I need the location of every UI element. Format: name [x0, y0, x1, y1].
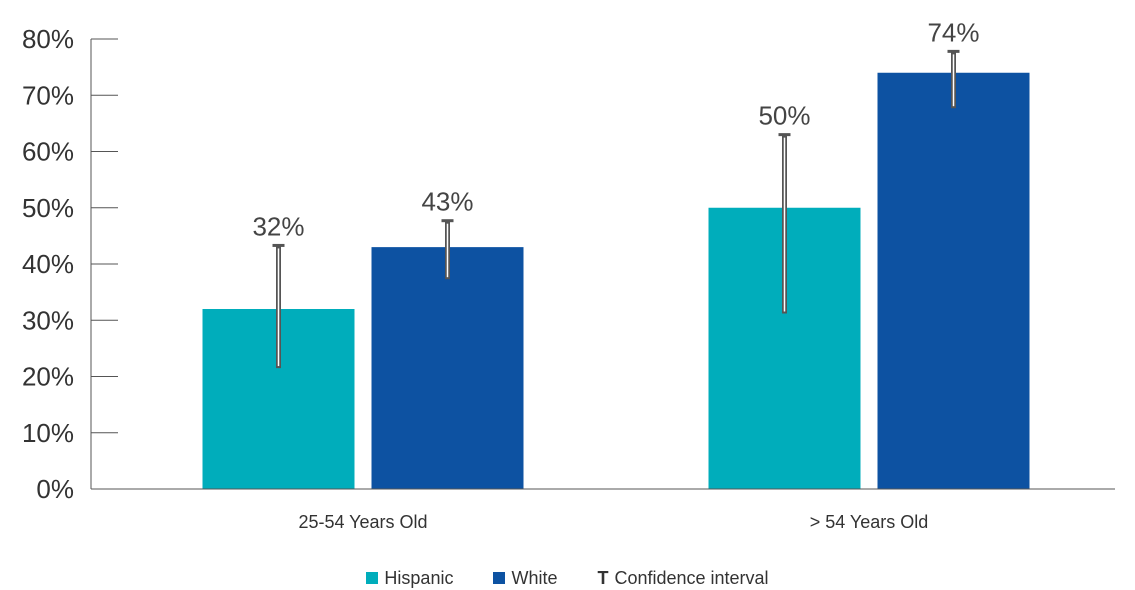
- y-tick-label: 10%: [22, 418, 74, 448]
- legend-swatch-hispanic: [366, 572, 379, 584]
- confidence-interval-hispanic-25-54-years-old: [272, 243, 285, 369]
- confidence-interval-glyph: T: [597, 567, 609, 588]
- bar-white-25-54-years-old: [371, 247, 524, 489]
- legend-item-white: White: [493, 568, 557, 589]
- confidence-interval-white-25-54-years-old: [441, 219, 454, 280]
- confidence-interval-white-54-years-old: [947, 49, 960, 109]
- y-axis: 0% 10% 20% 30% 40% 50% 60% 70% 80%: [22, 24, 118, 504]
- x-category-label: 25-54 Years Old: [298, 512, 427, 532]
- confidence-interval-hispanic-54-years-old: [778, 133, 791, 314]
- bars: [202, 72, 1030, 489]
- legend: Hispanic White T Confidence interval: [0, 566, 1135, 590]
- data-label-hispanic-25-54-years-old: 32%: [252, 211, 304, 241]
- y-tick-label: 0%: [36, 474, 74, 504]
- bar-white-54-years-old: [877, 72, 1030, 489]
- y-tick-label: 70%: [22, 80, 74, 110]
- x-category-label: > 54 Years Old: [810, 512, 929, 532]
- data-label-white-25-54-years-old: 43%: [421, 187, 473, 217]
- legend-item-confidence-interval: T Confidence interval: [597, 568, 768, 589]
- y-tick-label: 60%: [22, 137, 74, 167]
- y-tick-label: 40%: [22, 249, 74, 279]
- data-label-white-54-years-old: 74%: [927, 17, 979, 47]
- y-tick-label: 20%: [22, 362, 74, 392]
- data-label-hispanic-54-years-old: 50%: [758, 101, 810, 131]
- legend-label-confidence-interval: Confidence interval: [614, 567, 769, 588]
- legend-label-white: White: [511, 567, 558, 588]
- data-labels: 32% 50% 43% 74%: [252, 17, 979, 241]
- x-axis: 25-54 Years Old > 54 Years Old: [91, 488, 1115, 532]
- y-tick-label: 30%: [22, 305, 74, 335]
- y-tick-label: 80%: [22, 24, 74, 54]
- legend-label-hispanic: Hispanic: [384, 567, 454, 588]
- legend-swatch-white: [493, 572, 506, 584]
- confidence-intervals: [272, 49, 960, 369]
- y-tick-label: 50%: [22, 193, 74, 223]
- legend-item-hispanic: Hispanic: [366, 568, 453, 589]
